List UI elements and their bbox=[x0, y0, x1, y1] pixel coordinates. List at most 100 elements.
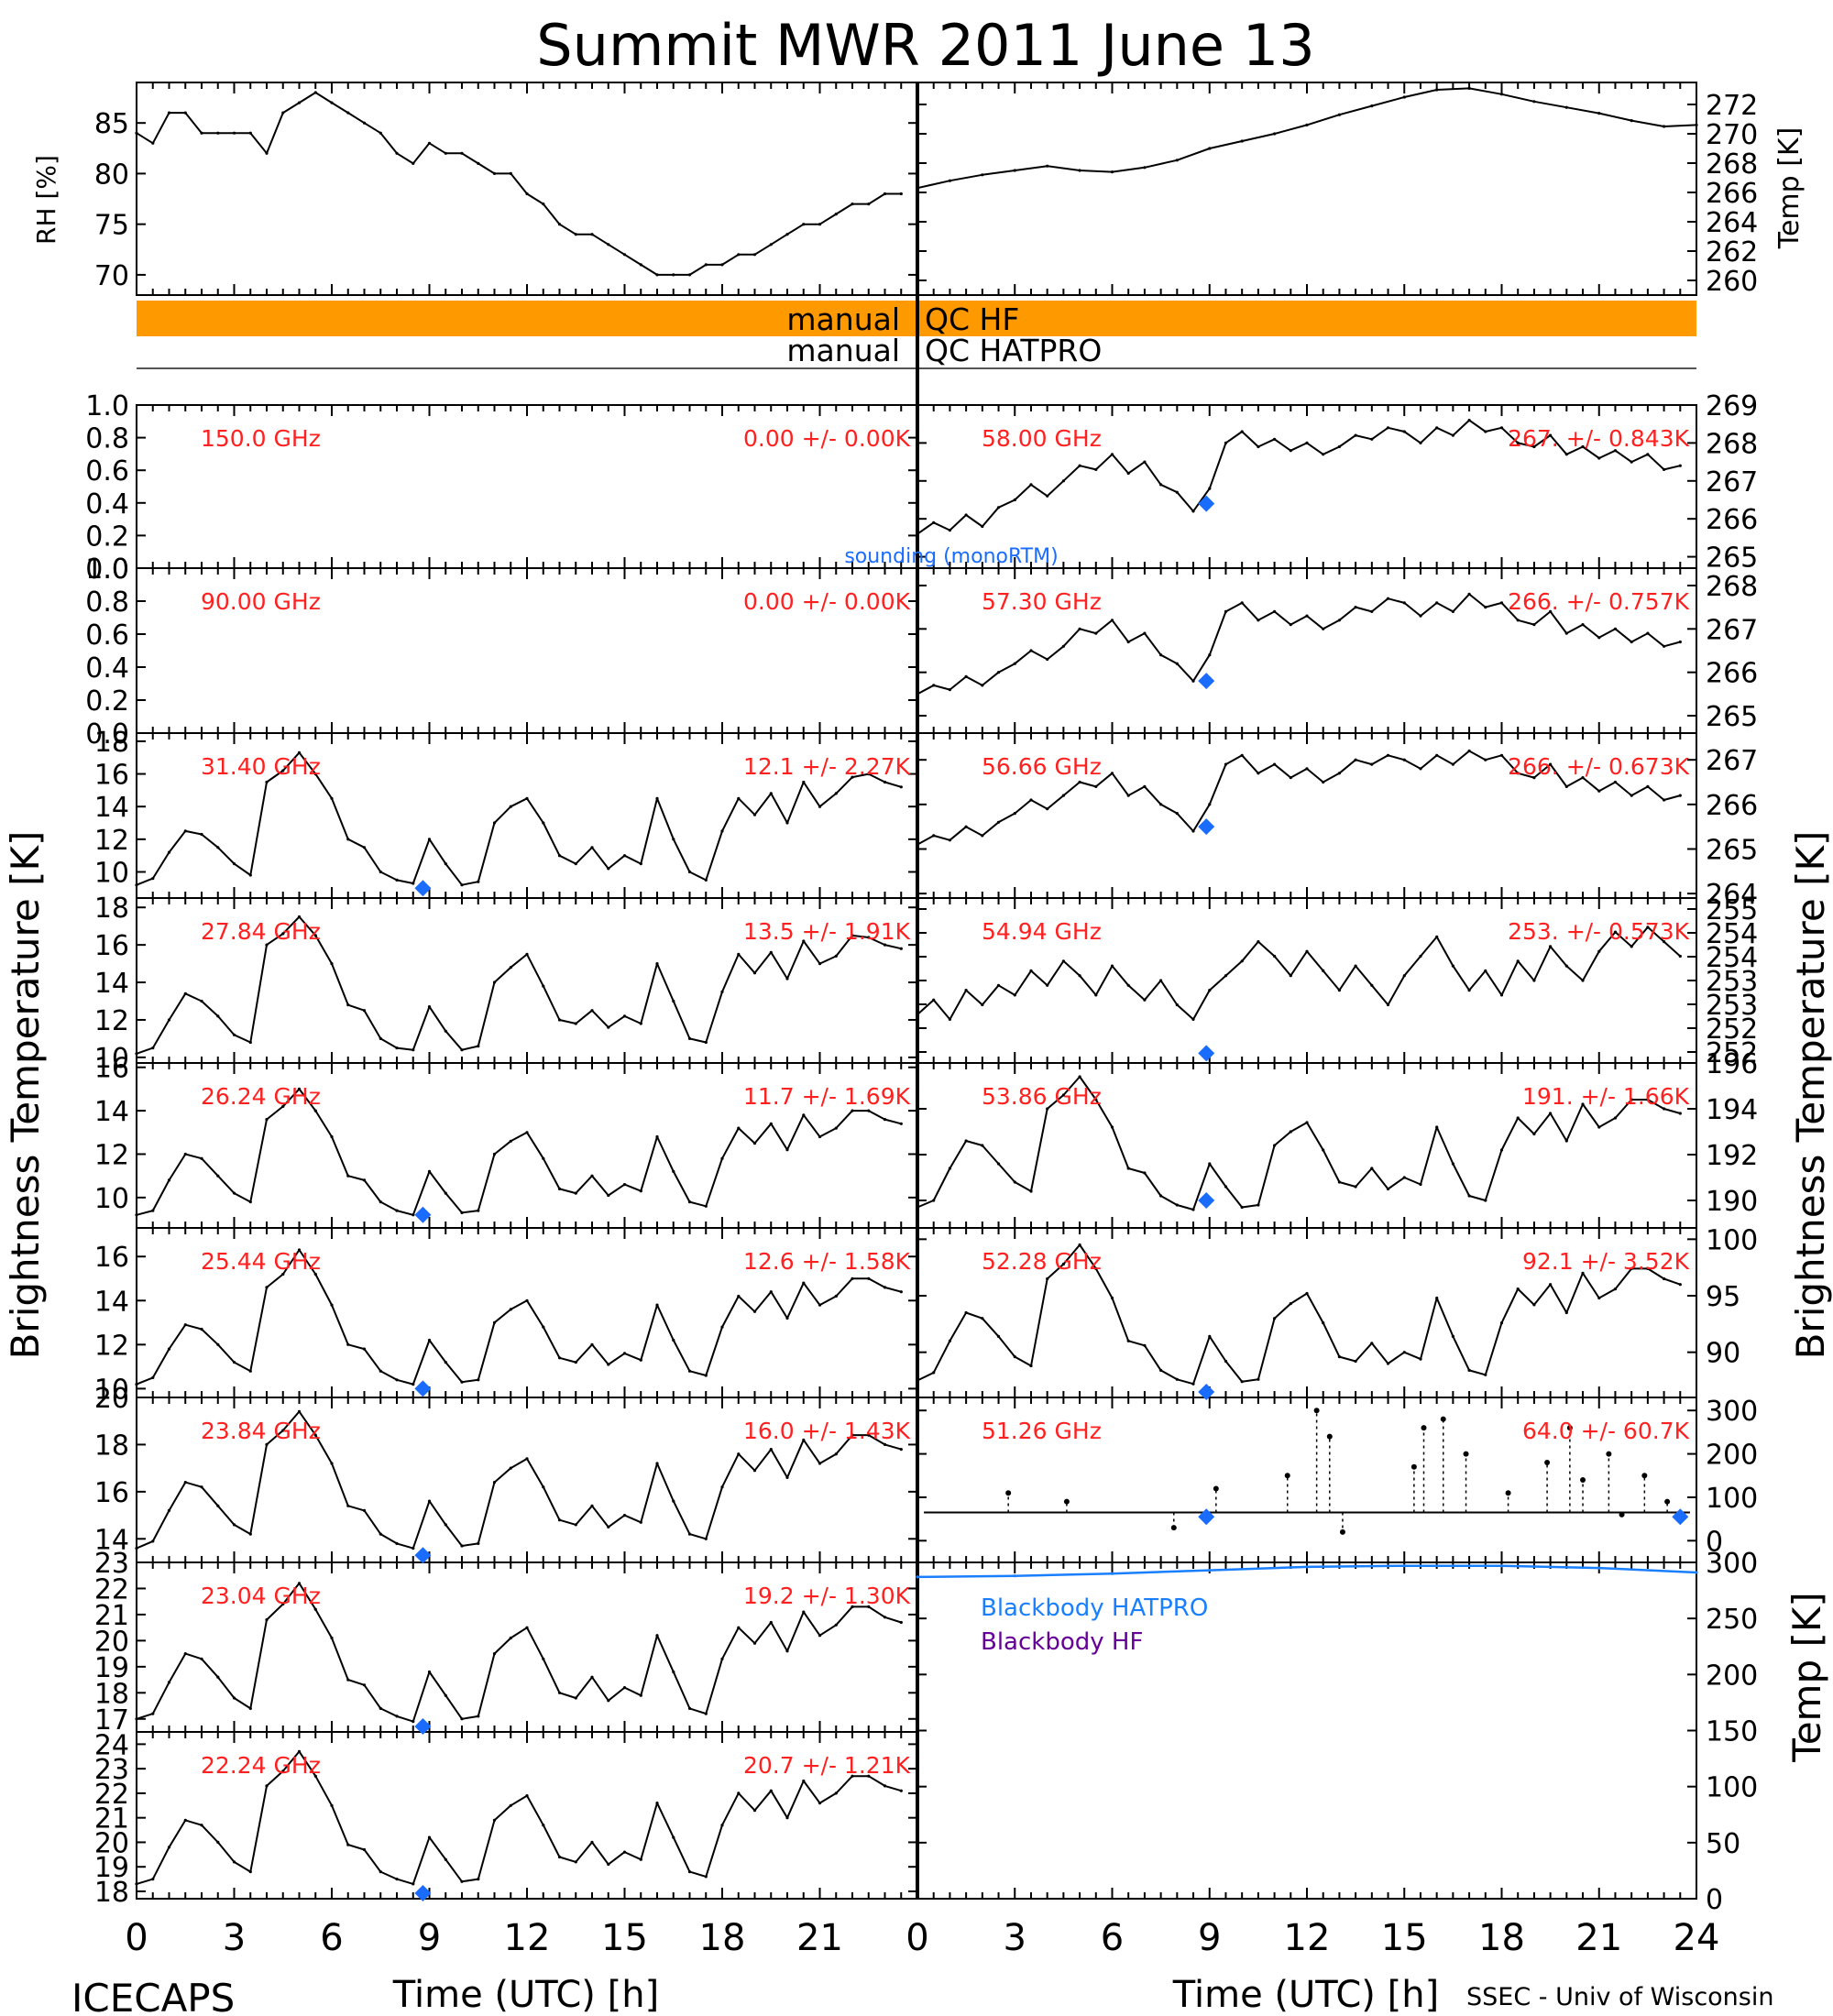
data-point bbox=[525, 192, 529, 196]
data-point bbox=[1143, 166, 1147, 170]
data-point bbox=[574, 1696, 577, 1700]
data-point bbox=[557, 854, 562, 858]
data-point bbox=[525, 1794, 529, 1798]
data-point bbox=[607, 1363, 610, 1366]
x-tick-label-left: 21 bbox=[796, 1917, 843, 1959]
y-tick-label: 75 bbox=[94, 210, 129, 242]
data-point bbox=[704, 1712, 708, 1715]
data-point bbox=[346, 1174, 350, 1178]
data-point bbox=[167, 850, 171, 854]
channel-stats: 253. +/- 0.573K bbox=[1508, 918, 1690, 945]
data-point bbox=[346, 838, 350, 841]
data-point bbox=[330, 1303, 334, 1307]
data-point bbox=[135, 1213, 138, 1217]
data-point bbox=[1532, 979, 1536, 982]
data-point bbox=[1549, 1283, 1553, 1287]
sounding-marker bbox=[414, 1547, 432, 1564]
data-point bbox=[281, 1602, 285, 1606]
data-point bbox=[1305, 123, 1309, 126]
data-point bbox=[1451, 964, 1454, 968]
data-point bbox=[655, 796, 659, 800]
data-point bbox=[1224, 609, 1228, 614]
data-point bbox=[557, 1187, 562, 1190]
data-point bbox=[720, 1156, 724, 1160]
data-point bbox=[1224, 441, 1228, 444]
x-axis-label-left: Time (UTC) [h] bbox=[392, 1974, 659, 2016]
data-point bbox=[135, 1052, 138, 1056]
data-point bbox=[313, 1272, 317, 1276]
y-tick-label: 70 bbox=[94, 260, 129, 292]
data-point bbox=[948, 1017, 951, 1021]
data-point bbox=[1159, 653, 1163, 657]
data-point bbox=[932, 684, 936, 687]
data-point bbox=[769, 1448, 773, 1452]
data-point bbox=[802, 1610, 806, 1614]
data-point bbox=[1046, 494, 1049, 498]
data-point bbox=[981, 524, 984, 529]
data-point bbox=[1013, 169, 1016, 172]
data-point bbox=[1143, 460, 1147, 464]
data-point bbox=[1013, 662, 1016, 665]
data-point bbox=[248, 873, 252, 877]
data-point bbox=[492, 1152, 497, 1156]
data-point bbox=[1354, 606, 1357, 609]
data-point bbox=[818, 962, 822, 966]
data-point bbox=[1224, 1185, 1228, 1189]
data-point bbox=[1143, 1343, 1147, 1347]
data-point bbox=[1484, 758, 1487, 761]
data-point bbox=[737, 1626, 741, 1629]
data-point bbox=[1499, 1321, 1504, 1325]
data-point bbox=[964, 513, 968, 517]
data-point bbox=[704, 1537, 708, 1540]
temp-axis-label: Temp [K] bbox=[1773, 127, 1806, 250]
data-point bbox=[1175, 159, 1179, 162]
data-point bbox=[655, 273, 659, 277]
data-point bbox=[607, 1699, 610, 1703]
data-point bbox=[1061, 959, 1065, 963]
y-tick-label: 10 bbox=[94, 857, 129, 889]
data-point bbox=[834, 792, 838, 795]
data-point bbox=[1305, 767, 1309, 771]
data-point bbox=[557, 1691, 562, 1694]
y-tick-label: 19 bbox=[94, 1652, 129, 1684]
y-tick-label: 0 bbox=[1706, 1884, 1723, 1916]
data-point bbox=[1419, 441, 1422, 444]
data-point bbox=[899, 1122, 903, 1125]
data-point bbox=[1564, 453, 1568, 456]
data-point bbox=[1646, 631, 1650, 635]
data-point bbox=[948, 529, 951, 532]
data-point bbox=[542, 1485, 545, 1489]
data-point bbox=[752, 971, 757, 975]
data-point bbox=[607, 243, 610, 247]
data-point bbox=[427, 141, 432, 145]
channel-label: 53.86 GHz bbox=[982, 1083, 1102, 1110]
data-point bbox=[1191, 1208, 1195, 1211]
data-point bbox=[1175, 662, 1179, 665]
data-point bbox=[1646, 784, 1650, 789]
data-point bbox=[899, 785, 903, 789]
channel-stats: 12.6 +/- 1.58K bbox=[743, 1248, 911, 1275]
data-point bbox=[1273, 132, 1277, 136]
data-point bbox=[1305, 1565, 1309, 1569]
data-point bbox=[1402, 758, 1406, 761]
data-point bbox=[477, 1045, 480, 1048]
data-point bbox=[1370, 104, 1374, 108]
sounding-marker bbox=[414, 880, 432, 897]
channel-stats: 0.00 +/- 0.00K bbox=[743, 588, 911, 615]
data-point bbox=[248, 131, 252, 135]
y-tick-label: 10 bbox=[94, 1043, 129, 1075]
data-point bbox=[1386, 426, 1390, 430]
data-point bbox=[851, 203, 854, 206]
data-point bbox=[687, 1870, 692, 1874]
data-point bbox=[883, 1616, 887, 1619]
data-point bbox=[362, 1508, 367, 1512]
data-point bbox=[1435, 426, 1439, 430]
data-point bbox=[867, 936, 871, 939]
data-point bbox=[542, 203, 545, 206]
data-point bbox=[899, 1290, 903, 1294]
data-point bbox=[802, 1281, 806, 1285]
data-point bbox=[1646, 1098, 1650, 1101]
data-point bbox=[183, 1323, 187, 1327]
data-point bbox=[1505, 1490, 1511, 1496]
data-point bbox=[460, 1380, 464, 1384]
